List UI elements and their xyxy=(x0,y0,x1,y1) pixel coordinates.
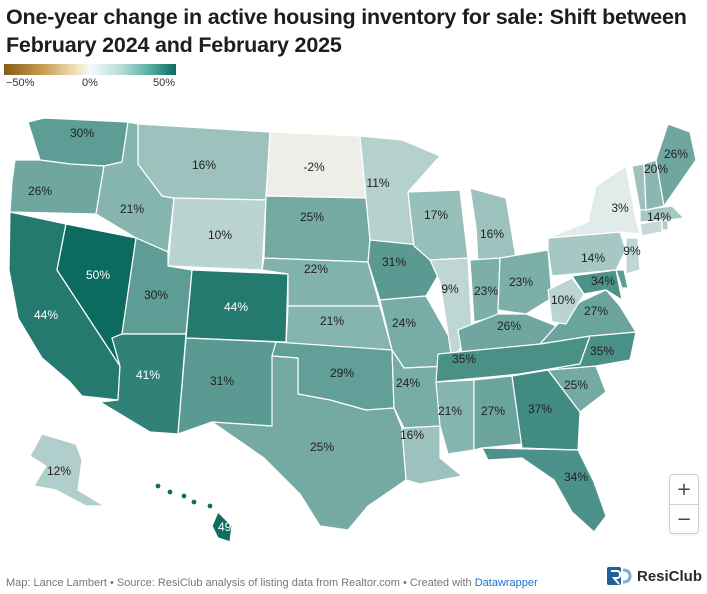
label-nh: 20% xyxy=(644,162,668,176)
label-ok: 29% xyxy=(330,366,354,380)
label-me: 26% xyxy=(664,147,688,161)
label-mo: 24% xyxy=(392,316,416,330)
label-hi: 49% xyxy=(218,520,242,534)
resiclub-brand: ResiClub xyxy=(606,564,702,588)
state-de[interactable] xyxy=(615,269,629,289)
label-sd: 25% xyxy=(300,210,324,224)
state-oh[interactable] xyxy=(497,249,553,315)
us-state-map: 30% 26% 44% 50% 21% 16% 10% 30% 41% 44% … xyxy=(8,117,697,543)
label-nv: 50% xyxy=(86,268,110,282)
zoom-controls: + − xyxy=(669,474,699,534)
label-ks: 21% xyxy=(320,314,344,328)
state-value-labels: 30% 26% 44% 50% 21% 16% 10% 30% 41% 44% … xyxy=(28,126,688,534)
legend-max-label: 50% xyxy=(153,77,176,89)
label-ne: 22% xyxy=(304,262,328,276)
state-ma[interactable] xyxy=(639,205,685,223)
state-md[interactable] xyxy=(571,269,623,301)
label-tx: 25% xyxy=(310,440,334,454)
state-nj[interactable] xyxy=(625,237,641,275)
label-id: 21% xyxy=(120,202,144,216)
label-az: 41% xyxy=(136,368,160,382)
state-la[interactable] xyxy=(401,425,463,485)
state-sd[interactable] xyxy=(263,195,371,263)
footer-credit: Map: Lance Lambert • Source: ResiClub an… xyxy=(6,577,472,589)
state-ms[interactable] xyxy=(435,379,475,455)
label-ky: 26% xyxy=(497,319,521,333)
legend-mid-label: 0% xyxy=(82,77,98,89)
zoom-in-button[interactable]: + xyxy=(670,475,698,504)
label-oh: 23% xyxy=(509,275,533,289)
label-wv: 10% xyxy=(551,293,575,307)
legend-min-label: −50% xyxy=(6,77,35,89)
label-mi: 16% xyxy=(480,227,504,241)
zoom-out-button[interactable]: − xyxy=(670,504,698,533)
state-or[interactable] xyxy=(9,159,105,215)
source-footer: Map: Lance Lambert • Source: ResiClub an… xyxy=(6,577,538,589)
label-wy: 10% xyxy=(208,228,232,242)
color-legend: −50% 0% 50% xyxy=(4,64,176,91)
label-ma: 14% xyxy=(647,210,671,224)
label-fl: 34% xyxy=(564,470,588,484)
label-co: 44% xyxy=(224,300,248,314)
label-nd: -2% xyxy=(303,160,325,174)
state-shapes xyxy=(8,117,697,543)
label-ga: 37% xyxy=(528,402,552,416)
state-ak[interactable] xyxy=(29,433,105,507)
state-ny[interactable] xyxy=(547,165,641,239)
label-tn: 35% xyxy=(452,352,476,366)
label-nj: 9% xyxy=(623,244,641,258)
label-il: 9% xyxy=(441,282,459,296)
state-al[interactable] xyxy=(473,375,523,451)
label-ca: 44% xyxy=(34,308,58,322)
label-ia: 31% xyxy=(382,255,406,269)
label-va: 27% xyxy=(584,304,608,318)
label-la: 16% xyxy=(400,428,424,442)
label-nc: 35% xyxy=(590,344,614,358)
label-ak: 12% xyxy=(47,464,71,478)
label-md: 34% xyxy=(591,274,615,288)
datawrapper-link[interactable]: Datawrapper xyxy=(474,577,538,589)
label-nm: 31% xyxy=(210,374,234,388)
legend-gradient xyxy=(4,64,176,75)
state-hi[interactable] xyxy=(154,482,233,543)
resiclub-logo-icon xyxy=(607,567,632,585)
chart-title: One-year change in active housing invent… xyxy=(6,5,687,57)
state-va[interactable] xyxy=(539,289,637,345)
state-fl[interactable] xyxy=(481,447,607,533)
label-mt: 16% xyxy=(192,158,216,172)
label-mn: 11% xyxy=(366,176,389,190)
label-wi: 17% xyxy=(424,208,448,222)
label-or: 26% xyxy=(28,184,52,198)
label-pa: 14% xyxy=(581,251,605,265)
brand-name: ResiClub xyxy=(637,567,703,585)
label-ms: 21% xyxy=(438,404,462,418)
label-sc: 25% xyxy=(564,378,588,392)
legend-ticks: −50% 0% 50% xyxy=(4,75,176,91)
state-wv[interactable] xyxy=(547,277,585,325)
state-mi[interactable] xyxy=(469,187,517,265)
label-wa: 30% xyxy=(70,126,94,140)
state-tx[interactable] xyxy=(211,355,407,531)
label-in: 23% xyxy=(474,284,498,298)
state-me[interactable] xyxy=(655,123,697,207)
label-ut: 30% xyxy=(144,288,168,302)
label-ny: 3% xyxy=(611,201,629,215)
label-al: 27% xyxy=(481,404,505,418)
label-ar: 24% xyxy=(396,376,420,390)
